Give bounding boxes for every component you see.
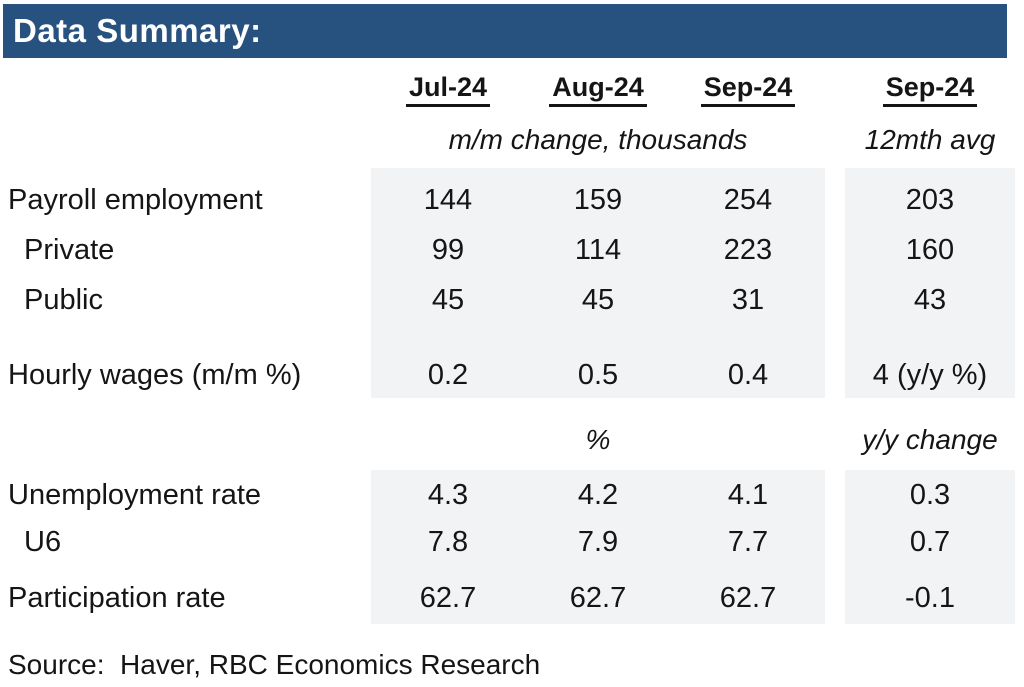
cell-value: 45 xyxy=(431,283,465,316)
cell-value: 0.4 xyxy=(727,358,769,391)
table-row-unemployment: Unemployment rate 4.3 4.2 4.1 0.3 xyxy=(0,470,1015,520)
cell-value: 43 xyxy=(913,283,947,316)
cell-value: 7.8 xyxy=(427,525,469,558)
page-title: Data Summary: xyxy=(13,12,262,49)
cell-value: 62.7 xyxy=(419,581,477,614)
shaded-band-section1-avg xyxy=(845,168,1015,398)
row-label: Public xyxy=(24,283,103,316)
cell-value: 223 xyxy=(723,233,773,266)
shaded-band-section2-months xyxy=(371,470,825,624)
shaded-band-section1-months xyxy=(371,168,825,398)
cell-value: 0.3 xyxy=(909,478,951,511)
cell-value: 4.2 xyxy=(577,478,619,511)
column-header-avg: Sep-24 xyxy=(845,71,1015,107)
cell-value: 159 xyxy=(573,183,623,216)
cell-value: 7.9 xyxy=(577,525,619,558)
cell-value: 0.5 xyxy=(577,358,619,391)
row-label: U6 xyxy=(24,525,62,558)
cell-value: 254 xyxy=(723,183,773,216)
cell-value: 160 xyxy=(905,233,955,266)
cell-value: 62.7 xyxy=(719,581,777,614)
cell-value: 99 xyxy=(431,233,465,266)
table-row-hourly-wages: Hourly wages (m/m %) 0.2 0.5 0.4 4 (y/y … xyxy=(0,350,1015,400)
row-label: Payroll employment xyxy=(8,183,263,216)
cell-value: 144 xyxy=(423,183,473,216)
cell-value: 114 xyxy=(574,233,622,266)
row-label: Hourly wages (m/m %) xyxy=(8,358,302,391)
column-header-row: Jul-24 Aug-24 Sep-24 Sep-24 xyxy=(0,62,1015,112)
row-label: Private xyxy=(24,233,115,266)
title-bar: Data Summary: xyxy=(3,4,1007,58)
unit-row-section1: m/m change, thousands 12mth avg xyxy=(0,115,1015,165)
cell-value: 45 xyxy=(581,283,615,316)
cell-value: 203 xyxy=(905,183,955,216)
cell-value: 0.2 xyxy=(427,358,469,391)
cell-value: 62.7 xyxy=(569,581,627,614)
column-header: Jul-24 xyxy=(373,71,523,107)
source-row: Source: Haver, RBC Economics Research xyxy=(0,640,1015,687)
column-header: Aug-24 xyxy=(523,71,673,107)
table-row-private: Private 99 114 223 160 xyxy=(0,225,1015,275)
shaded-band-section2-avg xyxy=(845,470,1015,624)
row-label: Unemployment rate xyxy=(8,478,262,511)
row-label: Participation rate xyxy=(8,581,226,614)
unit-label-avg: y/y change xyxy=(862,424,998,455)
cell-value: -0.1 xyxy=(905,581,955,614)
column-header: Sep-24 xyxy=(673,71,823,107)
cell-value: 4.3 xyxy=(427,478,469,511)
cell-value: 4.1 xyxy=(727,478,769,511)
table-row-payroll: Payroll employment 144 159 254 203 xyxy=(0,175,1015,225)
table-row-public: Public 45 45 31 43 xyxy=(0,275,1015,325)
table-row-u6: U6 7.8 7.9 7.7 0.7 xyxy=(0,517,1015,567)
cell-value: 7.7 xyxy=(727,525,769,558)
unit-label-months: m/m change, thousands xyxy=(448,124,748,155)
source-text: Source: Haver, RBC Economics Research xyxy=(8,649,541,680)
unit-row-section2: % y/y change xyxy=(0,415,1015,465)
cell-value: 31 xyxy=(731,283,765,316)
unit-label-months: % xyxy=(585,424,611,455)
cell-value: 0.7 xyxy=(909,525,951,558)
table-row-participation: Participation rate 62.7 62.7 62.7 -0.1 xyxy=(0,573,1015,623)
cell-value: 4 (y/y %) xyxy=(872,358,988,391)
unit-label-avg: 12mth avg xyxy=(864,124,996,155)
